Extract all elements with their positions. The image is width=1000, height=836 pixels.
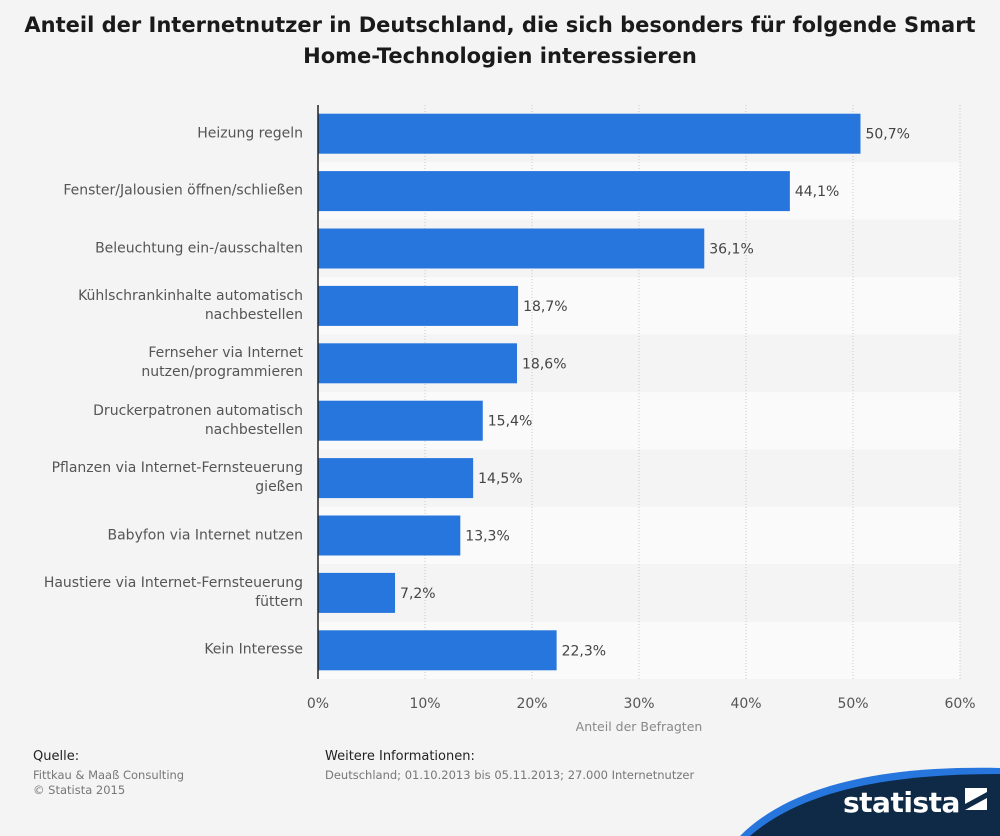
category-label: Haustiere via Internet-Fernsteuerung fütt… [13, 574, 303, 612]
category-label-line: Beleuchtung ein-/ausschalten [95, 240, 303, 256]
bar [318, 572, 396, 613]
category-label-line: nutzen/programmieren [141, 364, 303, 381]
value-label: 7,2% [400, 586, 436, 602]
bar [318, 113, 861, 154]
source-heading: Quelle: [33, 749, 80, 764]
value-label: 14,5% [478, 471, 522, 487]
info-heading: Weitere Informationen: [325, 749, 475, 764]
x-tick-label: 10% [409, 696, 440, 712]
x-tick-label: 20% [516, 696, 547, 712]
category-label-line: Haustiere via Internet-Fernsteuerung [43, 574, 303, 591]
source-line-1: Fittkau & Maaß Consulting [33, 768, 185, 782]
value-label: 36,1% [709, 242, 753, 258]
x-tick-label: 60% [944, 696, 975, 712]
bar [318, 400, 483, 441]
value-label: 15,4% [488, 414, 532, 430]
value-label: 50,7% [865, 127, 909, 143]
category-label: Pflanzen via Internet-Fernsteuerung gieße… [13, 459, 303, 497]
category-label-line: Heizung regeln [197, 125, 303, 142]
category-label: Kühlschrankinhalte automatisch nachbestel… [13, 287, 303, 325]
x-tick-label: 40% [730, 696, 761, 712]
category-label: Druckerpatronen automatisch nachbestellen [13, 402, 303, 440]
category-label-line: Pflanzen via Internet-Fernsteuerung [51, 460, 303, 477]
category-label-line: füttern [255, 593, 303, 610]
value-label: 44,1% [795, 184, 839, 200]
x-tick-label: 50% [837, 696, 868, 712]
bar [318, 228, 705, 269]
x-axis-title: Anteil der Befragten [576, 719, 703, 734]
category-label: Kein Interesse [13, 641, 303, 660]
chart-title: Anteil der Internetnutzer in Deutschland… [24, 13, 976, 68]
x-tick-label: 0% [307, 696, 329, 712]
info-line-1: Deutschland; 01.10.2013 bis 05.11.2013; … [325, 768, 695, 782]
bar [318, 343, 518, 384]
category-label-line: Fernseher via Internet [148, 345, 303, 362]
category-label-line: Babyfon via Internet nutzen [107, 527, 304, 543]
category-label: Babyfon via Internet nutzen [13, 526, 304, 545]
category-label: Heizung regeln [13, 124, 303, 143]
category-label: Fenster/Jalousien öffnen/schließen [13, 182, 303, 201]
category-label-line: Fenster/Jalousien öffnen/schließen [63, 182, 303, 199]
category-label-line: Kein Interesse [204, 641, 303, 658]
source-line-2: © Statista 2015 [33, 783, 126, 797]
category-label: Fernseher via Internet nutzen/programmier… [13, 344, 303, 382]
bar [318, 515, 461, 556]
value-label: 22,3% [562, 643, 606, 659]
category-label: Beleuchtung ein-/ausschalten [13, 239, 303, 258]
value-label: 18,7% [523, 299, 567, 315]
value-label: 13,3% [465, 529, 509, 545]
category-label-line: Druckerpatronen automatisch [93, 402, 303, 419]
category-label-line: gießen [255, 479, 303, 496]
x-tick-label: 30% [623, 696, 654, 712]
bar [318, 458, 474, 499]
bar [318, 285, 519, 326]
category-label-line: Kühlschrankinhalte automatisch [78, 287, 303, 304]
statista-logo [740, 767, 1000, 836]
category-label-line: nachbestellen [204, 421, 303, 438]
bar [318, 171, 790, 212]
category-label-line: nachbestellen [204, 306, 303, 323]
value-label: 18,6% [522, 356, 566, 372]
bar [318, 630, 557, 671]
statista-logo-text: statista [843, 786, 960, 819]
